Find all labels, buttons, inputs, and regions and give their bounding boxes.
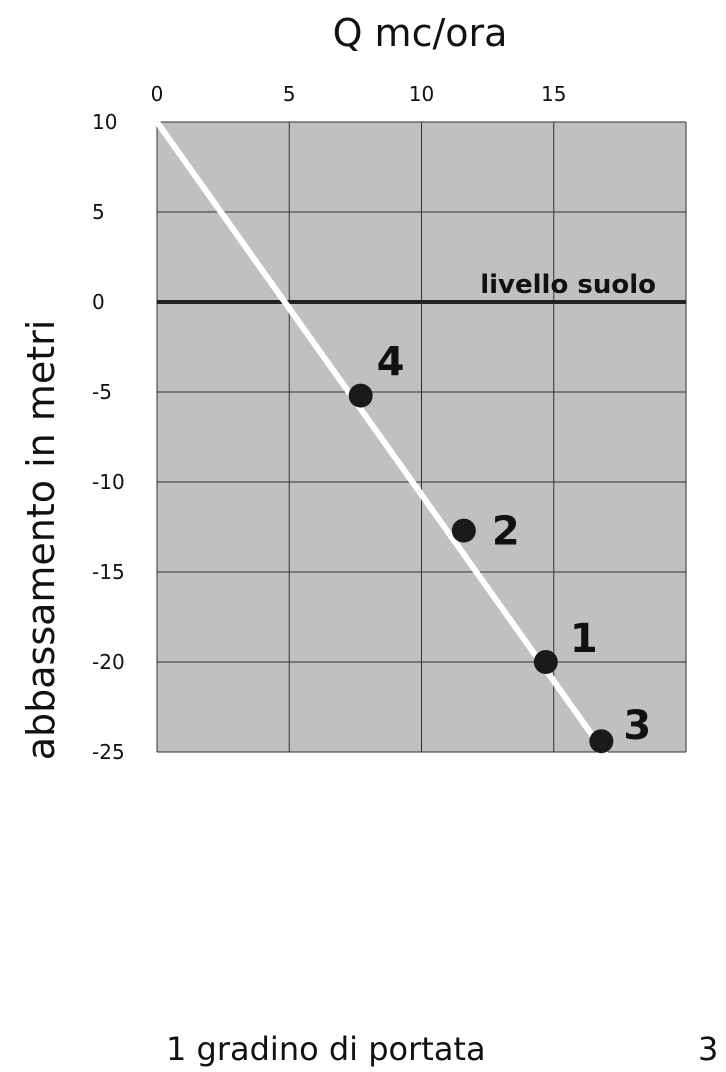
data-point-label: 1 (570, 616, 598, 662)
data-point (589, 729, 614, 754)
y-tick-label: -25 (92, 740, 125, 764)
data-point (533, 650, 558, 674)
x-tick-label: 0 (151, 82, 164, 106)
data-point-label: 2 (492, 509, 520, 555)
data-point-label: 3 (623, 703, 651, 749)
y-tick-labels: 10 5 0 -5 -10 -15 -20 -25 (92, 110, 125, 764)
y-tick-label: -20 (92, 650, 125, 674)
data-points: 4 2 13 (348, 340, 651, 754)
y-tick-label: -10 (92, 470, 125, 494)
x-tick-label: 15 (541, 82, 566, 106)
data-point (451, 518, 476, 543)
x-tick-label: 10 (409, 82, 434, 106)
footer-caption: 1 gradino di portata (166, 1030, 486, 1068)
data-point-label: 4 (377, 340, 405, 386)
y-tick-label: 10 (92, 110, 117, 134)
trend-line (154, 120, 610, 758)
x-tick-labels: 0 5 10 15 (151, 82, 567, 106)
y-tick-label: 0 (92, 290, 105, 314)
x-tick-label: 5 (283, 82, 296, 106)
x-axis-title: Q mc/ora (333, 11, 508, 55)
page-number: 3 (698, 1030, 719, 1068)
reference-line-label: livello suolo (480, 270, 656, 300)
y-tick-label: 5 (92, 200, 105, 224)
y-tick-label: -15 (92, 560, 125, 584)
y-axis-title: abbassamento in metri (19, 320, 63, 761)
data-point (348, 383, 373, 408)
y-tick-label: -5 (92, 380, 112, 404)
